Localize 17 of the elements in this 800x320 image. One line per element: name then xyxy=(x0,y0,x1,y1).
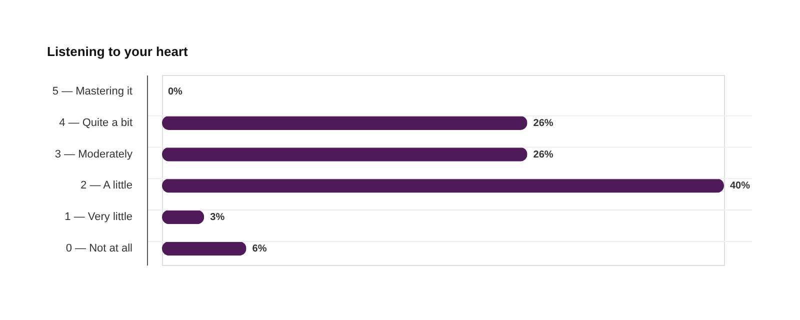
chart-title: Listening to your heart xyxy=(47,44,189,59)
y-tick-label: 5 — Mastering it xyxy=(52,85,132,98)
y-tick-label: 1 — Very little xyxy=(64,211,132,224)
bar xyxy=(162,116,528,130)
bar xyxy=(162,147,528,162)
data-label: 6% xyxy=(252,244,267,255)
data-label: 26% xyxy=(533,149,554,160)
data-label: 0% xyxy=(168,86,183,98)
y-tick-label: 2 — A little xyxy=(80,180,132,192)
data-label: 3% xyxy=(210,212,225,224)
y-tick-label: 4 — Quite a bit xyxy=(59,116,132,129)
y-tick-label: 0 — Not at all xyxy=(66,242,132,255)
data-label: 26% xyxy=(533,118,554,129)
y-tick-label: 3 — Moderately xyxy=(54,148,133,160)
bar xyxy=(162,241,246,256)
data-label: 40% xyxy=(730,180,750,192)
bar xyxy=(162,178,724,193)
